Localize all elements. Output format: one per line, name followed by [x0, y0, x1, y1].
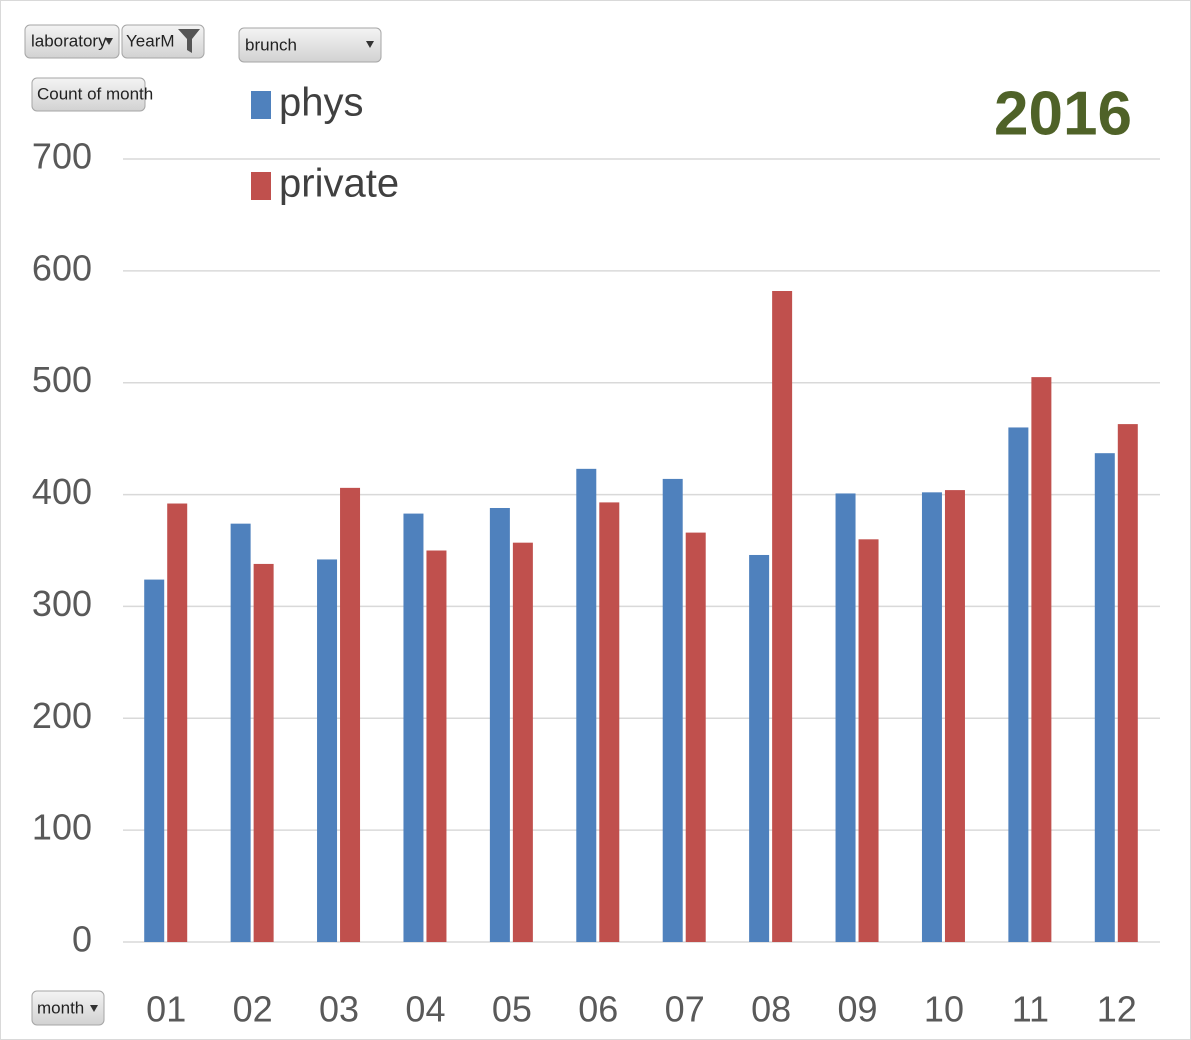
bar	[858, 539, 879, 942]
bar	[512, 542, 533, 942]
bar	[944, 490, 965, 942]
bar	[317, 559, 338, 942]
y-tick-label: 100	[32, 807, 92, 848]
x-tick-label: 02	[233, 989, 273, 1030]
x-tick-label: 07	[665, 989, 705, 1030]
bar	[1031, 377, 1052, 942]
chart-title: 2016	[994, 79, 1132, 148]
y-tick-label: 200	[32, 695, 92, 736]
filter-label: brunch	[245, 35, 297, 54]
bar	[1094, 453, 1115, 942]
y-tick-label: 0	[72, 919, 92, 960]
legend-label: phys	[279, 81, 364, 125]
x-tick-label: 12	[1097, 989, 1137, 1030]
y-tick-label: 600	[32, 247, 92, 288]
bar	[489, 507, 510, 942]
x-tick-label: 09	[838, 989, 878, 1030]
x-tick-label: 03	[319, 989, 359, 1030]
x-tick-label: 01	[146, 989, 186, 1030]
x-tick-label: 10	[924, 989, 964, 1030]
filter-button[interactable]	[24, 24, 120, 59]
y-tick-label: 300	[32, 583, 92, 624]
y-tick-label: 400	[32, 471, 92, 512]
bar	[340, 487, 361, 942]
filter-label: laboratory	[31, 31, 107, 50]
value-field-button[interactable]	[31, 77, 146, 112]
bar	[772, 290, 793, 942]
dropdown-arrow	[366, 41, 374, 48]
bar	[403, 513, 424, 942]
bar	[576, 468, 597, 942]
bar	[144, 579, 165, 942]
axis-field-label: month	[37, 998, 84, 1017]
value-field-label: Count of month	[37, 84, 153, 103]
bar	[253, 563, 274, 942]
bar	[835, 493, 856, 942]
bar	[921, 492, 942, 942]
legend-swatch	[251, 172, 271, 200]
x-tick-label: 11	[1012, 989, 1049, 1030]
bar	[662, 478, 683, 942]
dropdown-arrow	[105, 38, 113, 45]
axis-field-button[interactable]	[31, 990, 105, 1026]
filter-label: YearM	[126, 31, 175, 50]
bar	[1008, 427, 1029, 942]
bar	[167, 503, 188, 942]
y-tick-label: 500	[32, 359, 92, 400]
bar	[230, 523, 251, 942]
filter-icon	[178, 29, 200, 53]
bar	[1117, 424, 1138, 942]
x-tick-label: 05	[492, 989, 532, 1030]
legend-swatch	[251, 91, 271, 119]
bar	[685, 532, 706, 942]
legend-label: private	[279, 162, 399, 206]
y-tick-label: 700	[32, 136, 92, 177]
dropdown-arrow	[90, 1005, 98, 1012]
bar	[749, 554, 770, 942]
filter-button[interactable]	[238, 27, 382, 63]
x-tick-label: 08	[751, 989, 791, 1030]
x-tick-label: 04	[405, 989, 445, 1030]
bar	[426, 550, 447, 942]
x-tick-label: 06	[578, 989, 618, 1030]
bar	[599, 502, 620, 942]
